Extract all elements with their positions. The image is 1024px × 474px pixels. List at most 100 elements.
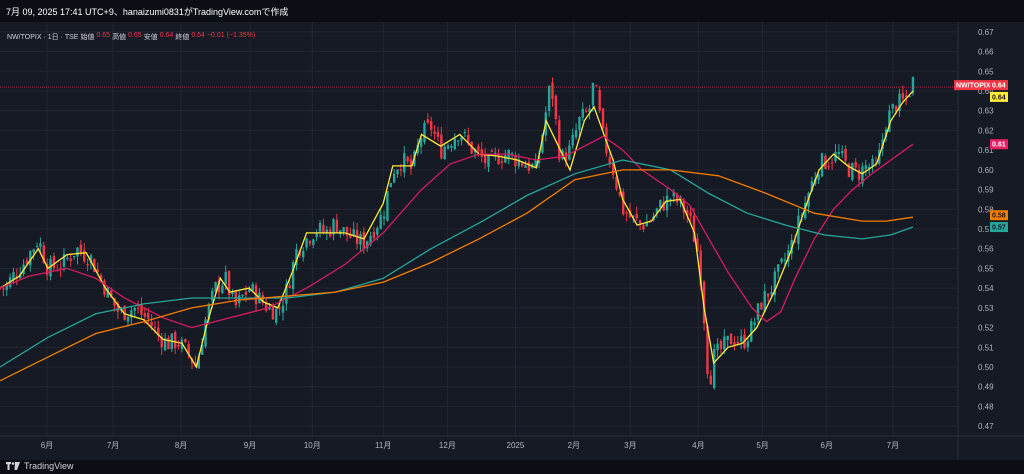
legend-change: −0.01 (−1.35%) — [206, 32, 256, 39]
candle-body — [716, 343, 719, 351]
candle-body — [99, 275, 103, 280]
candle-body — [837, 152, 841, 154]
candle-body — [773, 271, 777, 296]
candle-body — [669, 198, 672, 200]
candle-body — [490, 150, 494, 152]
candle-body — [598, 89, 601, 111]
price-tag-bg — [990, 80, 1008, 91]
y-tick-label: 0.59 — [978, 186, 994, 195]
candle-body — [332, 219, 335, 235]
candle-body — [686, 209, 689, 216]
moving-average-line-2 — [0, 135, 914, 329]
candle-body — [763, 291, 766, 312]
candle-body — [739, 336, 743, 342]
candle-body — [729, 333, 733, 345]
snapshot-title: 7月 09, 2025 17:41 UTC+9、hanaizumi0831がTr… — [6, 7, 289, 17]
price-tag-value-4: 0.58 — [992, 213, 1006, 220]
x-tick-label: 7月 — [107, 441, 119, 450]
candles — [0, 76, 915, 390]
candle-body — [86, 264, 89, 266]
candle-body — [766, 293, 770, 297]
legend-close-label: 終値 — [175, 34, 190, 41]
candle-body — [443, 146, 446, 159]
y-tick-label: 0.67 — [978, 28, 994, 37]
candle-body — [520, 162, 524, 167]
y-tick-label: 0.58 — [978, 205, 994, 214]
candle-body — [618, 191, 622, 196]
chart-area[interactable]: 0.47 0.48 0.49 0.50 0.51 0.52 0.53 0.54 0.55 0.56… — [0, 22, 1024, 460]
candle-body — [884, 129, 888, 138]
price-tag-bg — [990, 222, 1008, 233]
candle-body — [29, 251, 32, 266]
x-tick-label: 5月 — [756, 441, 768, 450]
price-tag-value-5: 0.57 — [992, 225, 1006, 232]
candle-body — [184, 339, 187, 342]
candle-body — [611, 163, 615, 176]
candle-body — [483, 153, 487, 164]
candle-body — [527, 161, 531, 171]
candle-body — [911, 77, 915, 94]
candle-body — [369, 235, 372, 245]
candle-body — [682, 200, 686, 213]
candle-body — [430, 121, 433, 130]
candle-body — [867, 167, 871, 169]
candle-body — [672, 192, 675, 197]
candle-body — [898, 93, 901, 112]
candle-body — [379, 214, 382, 229]
candle-body — [817, 174, 820, 180]
candle-body — [72, 256, 76, 258]
candle-body — [423, 123, 426, 143]
candle-body — [551, 82, 554, 100]
legend-low-label: 安値 — [143, 34, 158, 41]
candle-body — [211, 290, 214, 301]
candle-body — [96, 269, 99, 272]
candle-body — [167, 337, 170, 350]
candle-body — [827, 166, 830, 168]
y-tick-label: 0.60 — [978, 166, 994, 175]
candle-body — [59, 268, 62, 270]
y-tick-label: 0.62 — [978, 126, 994, 135]
candle-body — [622, 191, 625, 215]
symbol-legend[interactable]: NW/TOPIX · 1日 · TSE 始値 0.65 高値 0.65 安値 0.64… — [7, 32, 255, 42]
candle-body — [696, 238, 699, 252]
y-tick-label: 0.56 — [978, 245, 994, 254]
candle-body — [820, 153, 824, 177]
candle-body — [264, 302, 268, 311]
candle-body — [595, 85, 598, 87]
legend-low: 0.64 — [159, 32, 174, 39]
price-tags: NW/TOPIX 0.640.640.610.580.57 — [954, 80, 1008, 233]
candle-body — [581, 108, 585, 118]
candle-body — [847, 163, 851, 177]
tradingview-logo[interactable]: TradingView — [6, 461, 74, 471]
candle-body — [389, 182, 392, 188]
price-axis[interactable]: 0.47 0.48 0.49 0.50 0.51 0.52 0.53 0.54 0.55 0.56… — [978, 28, 994, 431]
candle-body — [237, 295, 241, 304]
candle-body — [659, 199, 662, 208]
candle-body — [342, 227, 345, 232]
candle-body — [275, 308, 278, 323]
x-tick-label: 2月 — [568, 441, 580, 450]
candle-body — [200, 344, 204, 355]
time-axis[interactable]: 6月 7月 8月 9月 10月 11月 12月 2025 2月 3月 4月 5月 6月 7月 — [41, 441, 899, 450]
candle-body — [42, 245, 45, 263]
legend-high-label: 高値 — [112, 34, 127, 41]
candle-body — [601, 108, 605, 129]
candle-body — [736, 341, 739, 344]
chart-svg[interactable]: 0.47 0.48 0.49 0.50 0.51 0.52 0.53 0.54 0.55 0.56… — [0, 22, 1024, 460]
candle-body — [285, 283, 288, 304]
moving-average-line-1 — [0, 90, 914, 369]
candle-body — [25, 260, 29, 265]
candle-body — [830, 162, 834, 164]
candle-body — [366, 241, 369, 249]
y-tick-label: 0.47 — [978, 422, 994, 431]
tradingview-logo-icon — [6, 462, 20, 470]
candle-body — [224, 271, 227, 285]
candle-body — [106, 287, 110, 298]
x-tick-label: 6月 — [41, 441, 53, 450]
candle-body — [793, 240, 797, 242]
x-tick-label: 2025 — [507, 441, 525, 450]
candle-body — [214, 282, 217, 292]
candle-body — [645, 221, 649, 227]
y-tick-label: 0.49 — [978, 383, 994, 392]
candle-body — [113, 297, 116, 306]
